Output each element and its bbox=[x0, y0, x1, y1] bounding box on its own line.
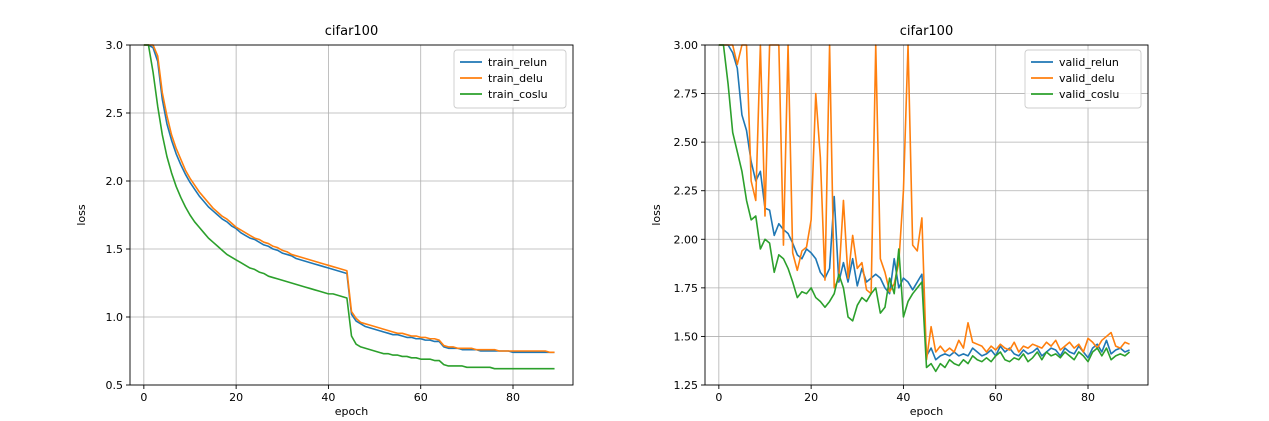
y-tick-label: 1.0 bbox=[106, 311, 124, 324]
x-tick-label: 80 bbox=[1081, 391, 1095, 404]
legend-label-train_coslu: train_coslu bbox=[488, 88, 548, 101]
y-tick-label: 1.50 bbox=[674, 330, 699, 343]
x-tick-label: 20 bbox=[229, 391, 243, 404]
x-tick-label: 60 bbox=[989, 391, 1003, 404]
x-tick-label: 60 bbox=[414, 391, 428, 404]
y-axis-label: loss bbox=[650, 204, 663, 226]
y-tick-label: 2.5 bbox=[106, 107, 124, 120]
y-tick-label: 3.00 bbox=[674, 39, 699, 52]
legend-label-valid_delu: valid_delu bbox=[1059, 72, 1115, 85]
legend-box bbox=[1024, 49, 1142, 109]
y-tick-label: 2.50 bbox=[674, 136, 699, 149]
x-axis-label: epoch bbox=[910, 405, 944, 418]
x-tick-label: 80 bbox=[506, 391, 520, 404]
y-tick-label: 2.25 bbox=[674, 185, 699, 198]
y-tick-label: 1.5 bbox=[106, 243, 124, 256]
chart-title: cifar100 bbox=[900, 24, 953, 39]
series-line-valid_delu bbox=[718, 44, 1130, 361]
y-tick-label: 1.75 bbox=[674, 282, 699, 295]
plot-frame bbox=[704, 44, 1149, 386]
y-tick-label: 0.5 bbox=[106, 379, 124, 392]
series-line-valid_coslu bbox=[718, 44, 1131, 373]
series-line-train_delu bbox=[143, 44, 555, 354]
legend-label-valid_coslu: valid_coslu bbox=[1059, 88, 1119, 101]
y-tick-label: 1.25 bbox=[674, 379, 699, 392]
x-tick-label: 40 bbox=[896, 391, 910, 404]
x-tick-label: 0 bbox=[140, 391, 147, 404]
legend-label-valid_relun: valid_relun bbox=[1059, 56, 1119, 69]
chart-title: cifar100 bbox=[325, 24, 378, 39]
x-axis-label: epoch bbox=[335, 405, 369, 418]
x-tick-label: 40 bbox=[321, 391, 335, 404]
y-tick-label: 2.00 bbox=[674, 233, 699, 246]
x-tick-label: 20 bbox=[804, 391, 818, 404]
y-tick-label: 2.75 bbox=[674, 88, 699, 101]
plot-frame bbox=[129, 44, 574, 386]
chart-2: 0 20 40 60 80 1.25 1.50 1.75 2.00 2.25 2.50 2.75 3.0… bbox=[650, 24, 1149, 418]
legend-label-train_relun: train_relun bbox=[488, 56, 547, 69]
legend: valid_relun valid_delu valid_coslu bbox=[1024, 49, 1142, 109]
y-axis-label: loss bbox=[75, 204, 88, 226]
y-tick-label: 2.0 bbox=[106, 175, 124, 188]
y-tick-label: 3.0 bbox=[106, 39, 124, 52]
legend: train_relun train_delu train_coslu bbox=[453, 49, 567, 109]
legend-label-train_delu: train_delu bbox=[488, 72, 543, 85]
series-line-train_coslu bbox=[143, 44, 555, 370]
chart-1: 0 20 40 60 80 0.5 1.0 1.5 2.0 2.5 3.0 cifar100 epoch… bbox=[75, 24, 574, 418]
x-tick-label: 0 bbox=[715, 391, 722, 404]
